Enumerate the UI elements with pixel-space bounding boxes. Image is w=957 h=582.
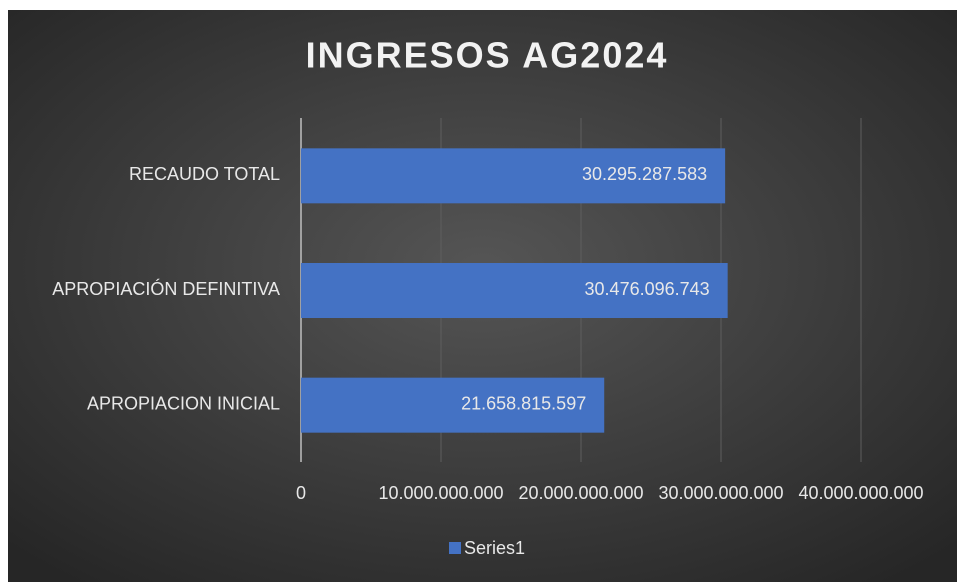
x-tick-label: 10.000.000.000 bbox=[378, 483, 503, 503]
x-tick-label: 30.000.000.000 bbox=[658, 483, 783, 503]
y-tick-label: APROPIACION INICIAL bbox=[87, 393, 280, 413]
y-tick-label: APROPIACIÓN DEFINITIVA bbox=[52, 278, 280, 299]
x-tick-label: 0 bbox=[296, 483, 306, 503]
chart-title: INGRESOS AG2024 bbox=[306, 35, 669, 76]
legend-swatch bbox=[449, 542, 461, 554]
x-tick-label: 40.000.000.000 bbox=[798, 483, 923, 503]
data-label: 21.658.815.597 bbox=[461, 393, 586, 413]
legend-label: Series1 bbox=[464, 538, 525, 558]
bar bbox=[301, 263, 728, 318]
data-label: 30.295.287.583 bbox=[582, 164, 707, 184]
data-label: 30.476.096.743 bbox=[585, 279, 710, 299]
y-tick-label: RECAUDO TOTAL bbox=[129, 164, 280, 184]
x-tick-label: 20.000.000.000 bbox=[518, 483, 643, 503]
bar bbox=[301, 148, 726, 204]
bar bbox=[301, 377, 605, 433]
